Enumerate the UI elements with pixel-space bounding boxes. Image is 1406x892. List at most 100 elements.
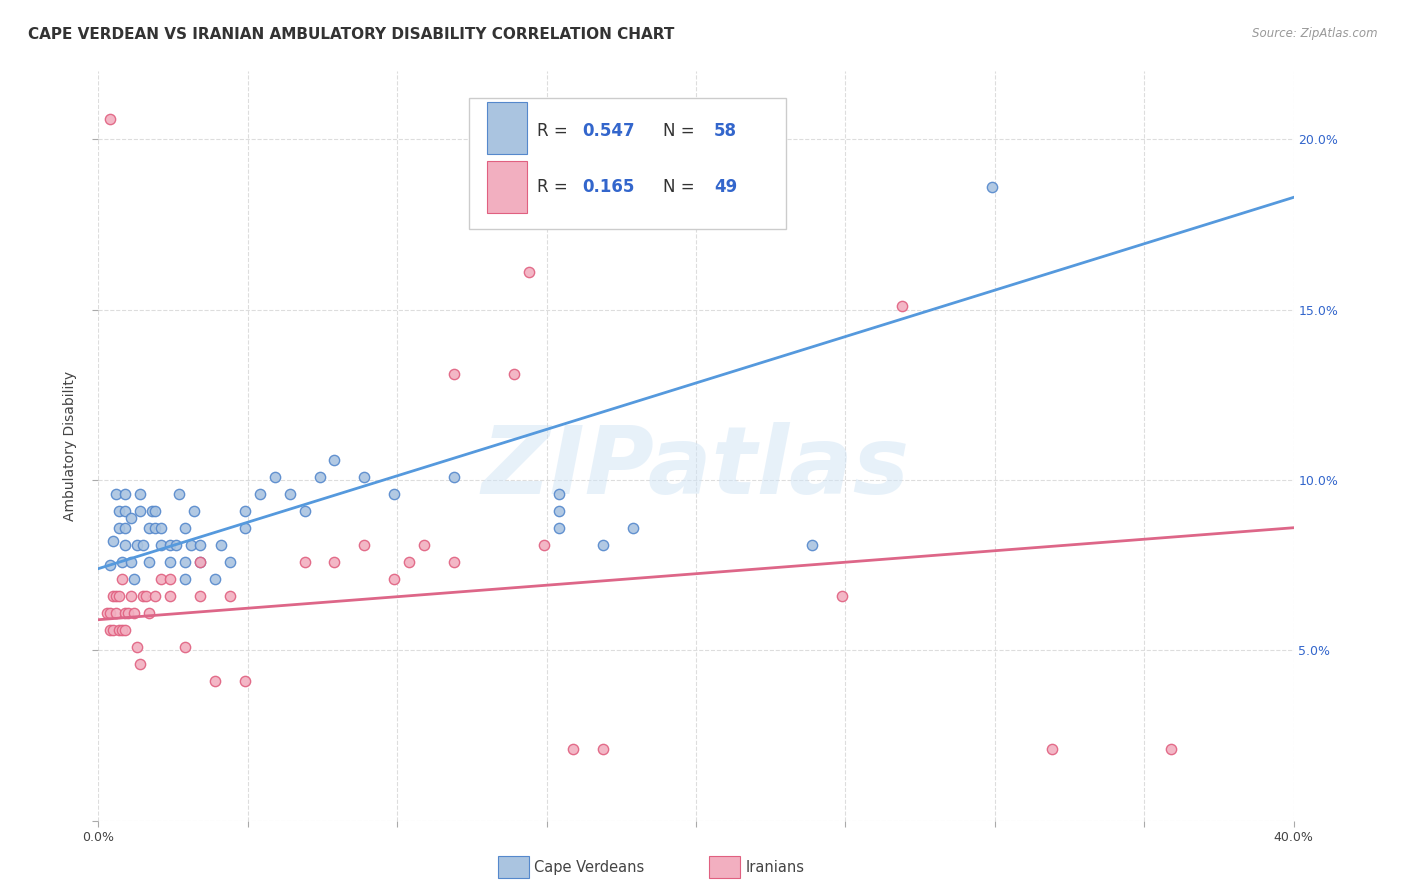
Text: ZIPatlas: ZIPatlas xyxy=(482,423,910,515)
Point xyxy=(124,606,146,620)
Text: 0.547: 0.547 xyxy=(582,122,636,140)
FancyBboxPatch shape xyxy=(486,102,527,153)
Point xyxy=(249,486,271,500)
Point xyxy=(533,538,555,552)
Point xyxy=(129,486,152,500)
Point xyxy=(129,504,152,518)
Point xyxy=(108,589,131,603)
Point xyxy=(165,538,187,552)
FancyBboxPatch shape xyxy=(470,97,786,228)
Text: R =: R = xyxy=(537,178,574,196)
Point xyxy=(114,504,136,518)
Text: Cape Verdeans: Cape Verdeans xyxy=(534,860,644,874)
Point xyxy=(143,521,166,535)
Point xyxy=(183,504,205,518)
Point xyxy=(562,742,585,756)
Point xyxy=(547,486,569,500)
Point xyxy=(103,623,125,637)
Point xyxy=(98,112,122,126)
Point xyxy=(592,742,614,756)
Point xyxy=(150,538,173,552)
Text: 49: 49 xyxy=(714,178,737,196)
Point xyxy=(98,606,122,620)
Point xyxy=(263,469,285,483)
Point xyxy=(127,538,149,552)
Point xyxy=(180,538,202,552)
Point xyxy=(382,486,405,500)
Point xyxy=(741,197,763,211)
Point xyxy=(150,572,173,586)
Point xyxy=(117,606,139,620)
Point xyxy=(111,572,134,586)
Point xyxy=(143,589,166,603)
Point xyxy=(443,368,465,382)
Point xyxy=(114,538,136,552)
Point xyxy=(114,521,136,535)
Point xyxy=(98,558,122,573)
Point xyxy=(413,538,436,552)
Point xyxy=(159,572,181,586)
Point xyxy=(517,265,540,279)
Point xyxy=(108,521,131,535)
Text: N =: N = xyxy=(662,178,699,196)
Point xyxy=(204,572,226,586)
Text: R =: R = xyxy=(537,122,574,140)
Point xyxy=(98,623,122,637)
Point xyxy=(891,299,914,313)
Point xyxy=(138,521,160,535)
Point xyxy=(278,486,301,500)
Text: Iranians: Iranians xyxy=(745,860,804,874)
Point xyxy=(323,555,346,569)
Point xyxy=(592,538,614,552)
Point xyxy=(204,673,226,688)
Point xyxy=(353,469,375,483)
Point xyxy=(980,180,1002,194)
Text: N =: N = xyxy=(662,122,699,140)
Point xyxy=(472,214,495,228)
Point xyxy=(831,589,853,603)
Y-axis label: Ambulatory Disability: Ambulatory Disability xyxy=(63,371,77,521)
Point xyxy=(621,521,644,535)
Point xyxy=(547,504,569,518)
Point xyxy=(129,657,152,671)
Point xyxy=(132,538,155,552)
Point xyxy=(105,486,128,500)
Point xyxy=(294,504,316,518)
Point xyxy=(150,521,173,535)
Point xyxy=(174,555,197,569)
Point xyxy=(127,640,149,654)
Point xyxy=(159,589,181,603)
Point xyxy=(382,572,405,586)
Point xyxy=(353,538,375,552)
Point xyxy=(443,555,465,569)
Point xyxy=(120,510,142,524)
Point xyxy=(219,589,242,603)
Point xyxy=(103,589,125,603)
Point xyxy=(114,623,136,637)
Point xyxy=(124,572,146,586)
Text: CAPE VERDEAN VS IRANIAN AMBULATORY DISABILITY CORRELATION CHART: CAPE VERDEAN VS IRANIAN AMBULATORY DISAB… xyxy=(28,27,675,42)
Point xyxy=(219,555,242,569)
Point xyxy=(143,504,166,518)
Point xyxy=(120,555,142,569)
Point xyxy=(233,521,256,535)
Point xyxy=(1040,742,1063,756)
Text: 0.165: 0.165 xyxy=(582,178,636,196)
Point xyxy=(138,606,160,620)
Point xyxy=(308,469,330,483)
Point xyxy=(138,555,160,569)
Point xyxy=(1160,742,1182,756)
Point xyxy=(188,555,211,569)
Point xyxy=(801,538,824,552)
Point xyxy=(167,486,190,500)
Point xyxy=(233,673,256,688)
Point xyxy=(105,589,128,603)
Point xyxy=(188,538,211,552)
Point xyxy=(159,555,181,569)
Point xyxy=(114,486,136,500)
Point xyxy=(132,589,155,603)
Point xyxy=(443,469,465,483)
Point xyxy=(103,534,125,549)
Point xyxy=(111,555,134,569)
Point xyxy=(209,538,232,552)
